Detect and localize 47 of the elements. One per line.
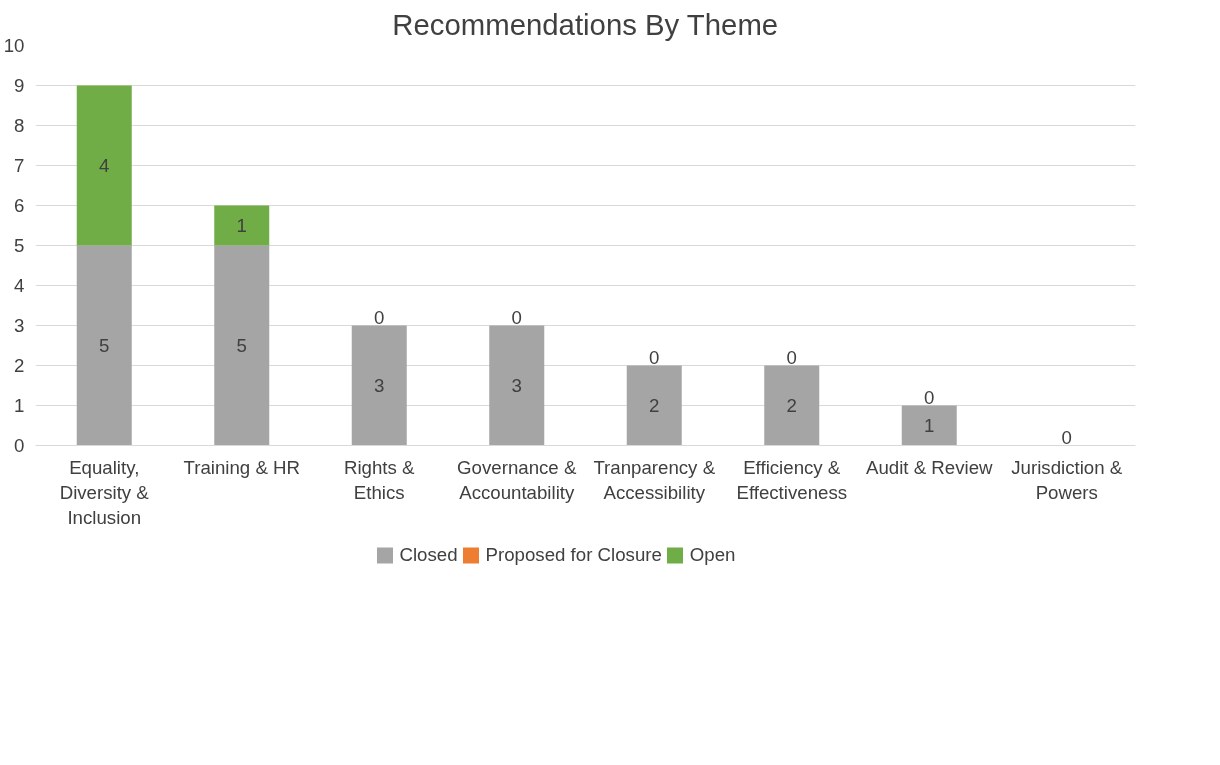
data-label: 2 (786, 395, 797, 416)
y-tick-label: 8 (14, 115, 25, 136)
bar (351, 325, 407, 446)
x-tick-label: Jurisdiction & Powers (1011, 456, 1123, 503)
y-tick-label: 1 (14, 395, 25, 416)
data-label: 2 (649, 395, 660, 416)
data-label: 0 (511, 306, 522, 328)
x-tick-label: Governance & Accountability (457, 456, 577, 503)
bar (626, 365, 682, 446)
data-label: 5 (236, 335, 247, 356)
bar (76, 245, 132, 446)
legend-label: Proposed for Closure (485, 544, 662, 566)
data-label: 3 (511, 375, 522, 396)
bar (489, 325, 545, 446)
y-tick-label: 9 (14, 75, 25, 96)
data-label: 4 (99, 155, 110, 176)
x-tick-label: Audit & Review (866, 456, 994, 478)
data-label: 0 (649, 346, 660, 368)
x-tick-label: Tranparency & Accessibility (593, 456, 716, 503)
data-label: 0 (786, 346, 797, 368)
legend-label: Closed (399, 544, 458, 566)
bar (76, 85, 132, 246)
bar (214, 245, 270, 446)
data-label: 0 (924, 386, 935, 408)
bar (764, 365, 820, 446)
y-tick-label: 6 (14, 195, 25, 216)
y-tick-label: 4 (14, 275, 25, 296)
data-label: 5 (99, 335, 110, 356)
y-tick-label: 10 (3, 35, 25, 56)
y-tick-label: 7 (14, 155, 25, 176)
data-label: 1 (236, 215, 247, 236)
data-label: 3 (374, 375, 385, 396)
y-tick-label: 3 (14, 315, 25, 336)
x-tick-label: Rights & Ethics (344, 456, 416, 503)
data-label: 1 (924, 415, 935, 436)
y-tick-label: 2 (14, 355, 25, 376)
bar (214, 205, 270, 246)
legend-label: Open (689, 544, 736, 566)
bar (901, 405, 957, 446)
y-tick-label: 0 (14, 435, 25, 456)
data-label: 0 (374, 306, 385, 328)
x-tick-label: Training & HR (183, 456, 300, 478)
y-tick-label: 5 (14, 235, 25, 256)
x-tick-label: Efficiency & Effectiveness (736, 456, 848, 503)
data-label: 0 (1061, 426, 1072, 448)
chart-title: Recommendations By Theme (392, 7, 779, 41)
x-tick-label: Equality, Diversity & Inclusion (59, 456, 150, 528)
